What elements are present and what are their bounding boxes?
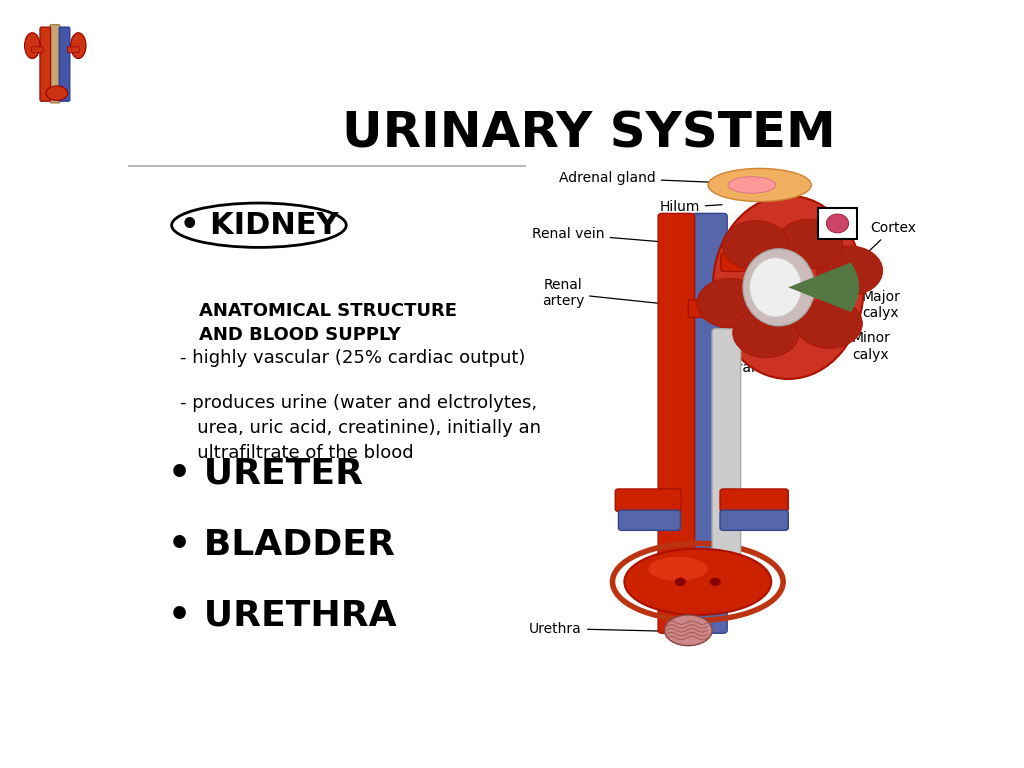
Text: Medulla
(pyramid): Medulla (pyramid) bbox=[715, 333, 783, 375]
Ellipse shape bbox=[71, 33, 86, 58]
FancyBboxPatch shape bbox=[721, 253, 772, 271]
Text: URINARY SYSTEM: URINARY SYSTEM bbox=[342, 110, 836, 157]
Circle shape bbox=[675, 578, 686, 586]
FancyBboxPatch shape bbox=[688, 300, 744, 317]
FancyBboxPatch shape bbox=[615, 489, 681, 511]
Ellipse shape bbox=[665, 615, 712, 646]
FancyBboxPatch shape bbox=[720, 510, 788, 531]
FancyBboxPatch shape bbox=[692, 214, 727, 634]
Text: Minor
calyx: Minor calyx bbox=[845, 330, 891, 362]
FancyBboxPatch shape bbox=[59, 27, 70, 101]
Text: • URETER: • URETER bbox=[168, 457, 362, 491]
Text: • BLADDER: • BLADDER bbox=[168, 528, 394, 561]
Ellipse shape bbox=[25, 33, 40, 58]
Ellipse shape bbox=[728, 177, 775, 194]
FancyBboxPatch shape bbox=[720, 489, 788, 511]
Circle shape bbox=[696, 278, 764, 328]
FancyBboxPatch shape bbox=[618, 510, 680, 531]
Wedge shape bbox=[788, 263, 859, 312]
Ellipse shape bbox=[743, 249, 814, 326]
Circle shape bbox=[796, 299, 862, 349]
Text: Urinary
bladder: Urinary bladder bbox=[666, 521, 720, 551]
Text: Ureter: Ureter bbox=[697, 408, 741, 422]
Ellipse shape bbox=[625, 548, 771, 615]
Ellipse shape bbox=[46, 86, 68, 101]
Text: Adrenal gland: Adrenal gland bbox=[559, 171, 749, 185]
Ellipse shape bbox=[648, 557, 708, 581]
FancyBboxPatch shape bbox=[40, 27, 51, 101]
Text: Renal vein: Renal vein bbox=[532, 227, 673, 243]
Ellipse shape bbox=[709, 168, 811, 201]
FancyBboxPatch shape bbox=[658, 214, 694, 634]
FancyBboxPatch shape bbox=[712, 329, 740, 559]
Circle shape bbox=[816, 246, 883, 296]
Text: Urethra: Urethra bbox=[529, 621, 675, 636]
Text: Sinus: Sinus bbox=[659, 318, 745, 345]
Text: • URETHRA: • URETHRA bbox=[168, 598, 396, 633]
Text: - highly vascular (25% cardiac output): - highly vascular (25% cardiac output) bbox=[179, 349, 525, 367]
FancyBboxPatch shape bbox=[50, 25, 59, 103]
Text: ANATOMICAL STRUCTURE
AND BLOOD SUPPLY: ANATOMICAL STRUCTURE AND BLOOD SUPPLY bbox=[200, 302, 458, 344]
Ellipse shape bbox=[826, 214, 849, 233]
FancyBboxPatch shape bbox=[32, 47, 43, 52]
Circle shape bbox=[710, 578, 721, 586]
Circle shape bbox=[776, 219, 843, 269]
Ellipse shape bbox=[713, 196, 863, 379]
Text: - produces urine (water and elctrolytes,
   urea, uric acid, creatinine), initia: - produces urine (water and elctrolytes,… bbox=[179, 394, 541, 462]
Text: Cortex: Cortex bbox=[864, 221, 916, 256]
Ellipse shape bbox=[750, 258, 802, 317]
Text: Major
calyx: Major calyx bbox=[851, 290, 901, 320]
FancyBboxPatch shape bbox=[68, 47, 79, 52]
Text: Hilum: Hilum bbox=[659, 200, 722, 214]
Circle shape bbox=[722, 220, 790, 270]
Text: Renal
artery: Renal artery bbox=[542, 278, 673, 308]
Text: • KIDNEY: • KIDNEY bbox=[179, 210, 338, 240]
FancyBboxPatch shape bbox=[818, 208, 856, 239]
Text: Pelvis: Pelvis bbox=[667, 263, 735, 276]
Circle shape bbox=[733, 308, 800, 358]
